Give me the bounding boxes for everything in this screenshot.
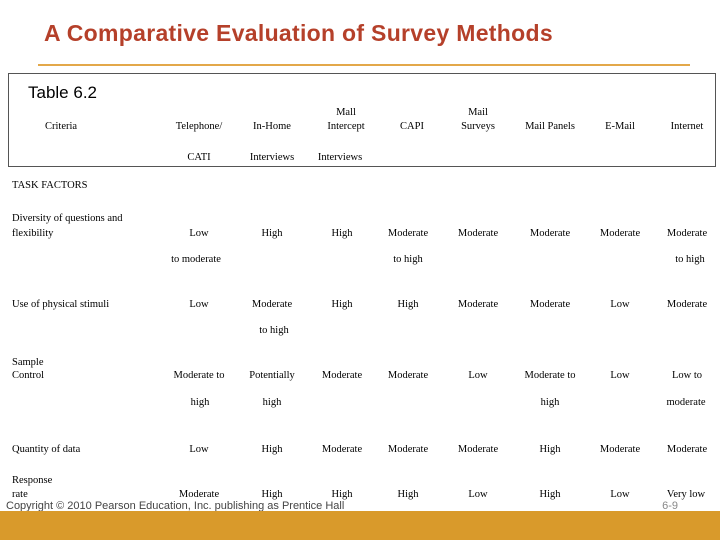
cell-quantity-email: Moderate — [599, 444, 641, 455]
cell-sample-mailpanels-2: high — [540, 397, 560, 408]
slide-title: A Comparative Evaluation of Survey Metho… — [44, 20, 553, 46]
row-label-response: Response — [12, 475, 53, 486]
cell-quantity-mall: Moderate — [321, 444, 363, 455]
table-caption: Table 6.2 — [28, 83, 97, 102]
cell-response-mailpanels: High — [539, 489, 561, 500]
cell-response-capi: High — [397, 489, 419, 500]
cell-sample-capi: Moderate — [387, 370, 429, 381]
cell-diversity-internet: Moderate — [666, 228, 708, 239]
cell-stimuli-mall: High — [331, 299, 353, 310]
header-divider — [9, 166, 715, 167]
cell-sample-tel: Moderate to — [173, 370, 225, 381]
row-label-sample-2: Control — [12, 370, 45, 381]
header-internet: Internet — [670, 121, 704, 132]
cell-stimuli-email: Low — [610, 299, 630, 310]
header-inhome: In-Home — [253, 121, 291, 132]
cell-response-internet: Very low — [666, 489, 706, 500]
cell-quantity-inhome: High — [261, 444, 283, 455]
cell-sample-mall: Moderate — [321, 370, 363, 381]
cell-response-email: Low — [610, 489, 630, 500]
header-telephone: Telephone/ — [175, 121, 223, 132]
cell-sample-mailsurveys: Low — [468, 370, 488, 381]
cell-response-mailsurveys: Low — [468, 489, 488, 500]
cell-stimuli-mailpanels: Moderate — [529, 299, 571, 310]
cell-diversity-mall: High — [331, 228, 353, 239]
header-mall-intercept: Intercept — [327, 121, 365, 132]
copyright-footer: Copyright © 2010 Pearson Education, Inc.… — [6, 500, 345, 512]
cell-stimuli-capi: High — [397, 299, 419, 310]
title-underline — [38, 64, 690, 66]
row-label-diversity: Diversity of questions and — [12, 213, 123, 224]
header-email: E-Mail — [605, 121, 635, 132]
cell-stimuli-tel: Low — [189, 299, 209, 310]
cell-sample-inhome: Potentially — [249, 370, 295, 381]
row-label-quantity: Quantity of data — [12, 444, 81, 455]
header-criteria: Criteria — [45, 121, 78, 132]
row-label-stimuli: Use of physical stimuli — [12, 299, 110, 310]
cell-quantity-capi: Moderate — [387, 444, 429, 455]
cell-diversity-capi-2: to high — [393, 254, 423, 265]
row-label-sample: Sample — [12, 357, 44, 368]
cell-stimuli-inhome-2: to high — [259, 325, 289, 336]
cell-sample-mailpanels: Moderate to — [524, 370, 576, 381]
header-mail-surveys-2: Surveys — [461, 121, 495, 132]
header-telephone-cati: CATI — [187, 152, 211, 163]
section-task-factors: TASK FACTORS — [12, 180, 88, 191]
bottom-accent-bar — [0, 511, 720, 540]
cell-quantity-tel: Low — [189, 444, 209, 455]
cell-quantity-mailsurveys: Moderate — [457, 444, 499, 455]
cell-diversity-mailsurveys: Moderate — [457, 228, 499, 239]
cell-stimuli-internet: Moderate — [666, 299, 708, 310]
header-capi: CAPI — [400, 121, 424, 132]
cell-stimuli-inhome: Moderate — [251, 299, 293, 310]
cell-quantity-internet: Moderate — [666, 444, 708, 455]
cell-sample-email: Low — [610, 370, 630, 381]
cell-diversity-tel: Low — [189, 228, 209, 239]
cell-response-mall: High — [331, 489, 353, 500]
cell-sample-internet: Low to — [671, 370, 703, 381]
cell-sample-tel-2: high — [190, 397, 210, 408]
cell-diversity-inhome: High — [261, 228, 283, 239]
page-number: 6-9 — [662, 500, 678, 512]
row-label-diversity-2: flexibility — [12, 228, 54, 239]
cell-response-tel: Moderate — [178, 489, 220, 500]
cell-sample-inhome-2: high — [262, 397, 282, 408]
row-label-response-2: rate — [12, 489, 28, 500]
header-mail-panels: Mail Panels — [525, 121, 575, 132]
header-mall: Mall — [336, 107, 356, 118]
cell-response-inhome: High — [261, 489, 283, 500]
cell-diversity-capi: Moderate — [387, 228, 429, 239]
cell-sample-internet-2: moderate — [666, 397, 706, 408]
header-mail-surveys: Mail — [468, 107, 488, 118]
table-header-frame — [8, 73, 716, 167]
header-mall-interviews: Interviews — [317, 152, 363, 163]
cell-diversity-email: Moderate — [599, 228, 641, 239]
cell-stimuli-mailsurveys: Moderate — [457, 299, 499, 310]
cell-diversity-tel-2: to moderate — [171, 254, 221, 265]
cell-diversity-internet-2: to high — [675, 254, 705, 265]
header-inhome-interviews: Interviews — [249, 152, 295, 163]
cell-diversity-mailpanels: Moderate — [529, 228, 571, 239]
cell-quantity-mailpanels: High — [539, 444, 561, 455]
